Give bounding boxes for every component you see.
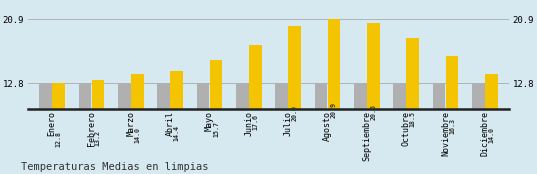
Bar [92,80,104,174]
Bar [328,19,340,174]
Text: 20.9: 20.9 [331,102,337,118]
Bar [288,26,301,174]
Bar [209,60,222,174]
Bar [446,56,459,174]
Bar [52,83,65,174]
Text: 16.3: 16.3 [449,118,455,135]
Bar [472,83,485,174]
Bar [275,83,288,174]
Text: 13.2: 13.2 [95,129,101,145]
Bar [39,83,52,174]
Bar [433,83,445,174]
Bar [170,71,183,174]
Bar [197,83,209,174]
Bar [407,38,419,174]
Bar [354,83,367,174]
Text: 12.8: 12.8 [55,131,62,147]
Bar [236,83,249,174]
Bar [157,83,170,174]
Bar [367,22,380,174]
Text: 20.5: 20.5 [371,104,376,120]
Text: Temperaturas Medias en limpias: Temperaturas Medias en limpias [21,162,209,172]
Bar [78,83,91,174]
Bar [249,45,262,174]
Bar [118,83,130,174]
Text: 14.0: 14.0 [489,127,495,143]
Text: 20.0: 20.0 [292,105,297,121]
Text: 15.7: 15.7 [213,121,219,137]
Bar [485,74,498,174]
Bar [131,74,143,174]
Text: 14.0: 14.0 [134,127,140,143]
Bar [315,83,328,174]
Bar [394,83,406,174]
Text: 18.5: 18.5 [410,111,416,127]
Text: 17.6: 17.6 [252,114,258,130]
Text: 14.4: 14.4 [173,125,179,141]
